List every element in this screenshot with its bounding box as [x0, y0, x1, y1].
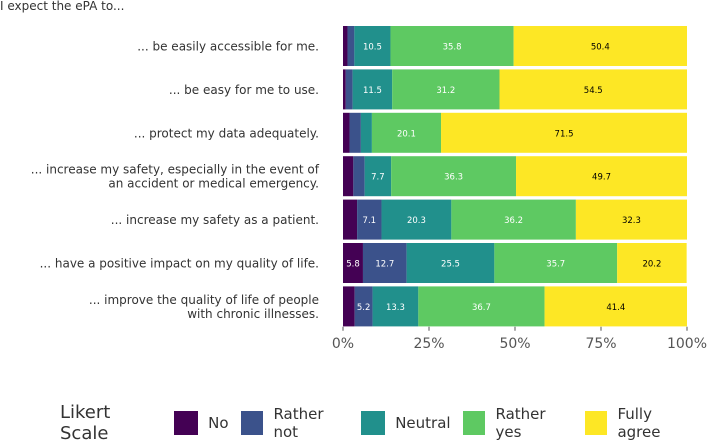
- x-tick-label: 100%: [667, 336, 707, 352]
- data-label: 7.1: [363, 216, 377, 226]
- category-label: ... have a positive impact on my quality…: [40, 257, 319, 271]
- bar-4-neutral: [364, 156, 392, 197]
- bar-4-fully-agree: [516, 156, 687, 197]
- bar-7-fully-agree: [544, 286, 687, 327]
- category-label: with chronic illnesses.: [187, 307, 319, 321]
- bar-7-rather-not: [354, 286, 373, 327]
- category-label: ... protect my data adequately.: [134, 126, 319, 140]
- data-label: 35.7: [546, 260, 565, 270]
- bar-5-fully-agree: [575, 199, 687, 240]
- x-tick-label: 75%: [585, 336, 616, 352]
- data-label: 31.2: [436, 86, 455, 96]
- data-label: 13.3: [386, 303, 405, 313]
- data-label: 5.2: [357, 303, 371, 313]
- legend-label-rather-not: Rather not: [273, 405, 324, 441]
- data-label: 20.1: [397, 129, 416, 139]
- category-label: ... increase my safety, especially in th…: [31, 163, 320, 177]
- bar-6-neutral: [406, 243, 495, 283]
- legend-swatch-rather-not: [240, 411, 264, 435]
- data-label: 10.5: [363, 43, 382, 53]
- bar-6-rather-not: [362, 243, 407, 283]
- bar-5-no: [343, 199, 358, 240]
- data-label: 54.5: [584, 86, 603, 96]
- chart-caption: I expect the ePA to...: [0, 0, 125, 13]
- bar-6-rather-yes: [494, 243, 618, 283]
- bar-7-no: [343, 286, 355, 327]
- bar-5-rather-yes: [451, 199, 576, 240]
- bar-3-no: [343, 112, 350, 153]
- bar-3-rather-yes: [371, 112, 442, 153]
- data-label: 41.4: [606, 303, 625, 313]
- legend: Likert Scale No Rather not Neutral Rathe…: [60, 402, 708, 444]
- legend-item-no: No: [174, 411, 229, 435]
- legend-item-fully-agree: Fully agree: [584, 405, 696, 441]
- bar-3-rather-not: [349, 112, 361, 153]
- bar-4-no: [343, 156, 354, 197]
- category-label: ... increase my safety as a patient.: [111, 213, 319, 227]
- bar-2-rather-yes: [392, 69, 500, 110]
- data-label: 5.8: [346, 260, 360, 270]
- bar-2-neutral: [352, 69, 393, 110]
- bar-1-rather-yes: [390, 26, 514, 66]
- bar-5-rather-not: [357, 199, 382, 240]
- bar-1-no: [343, 26, 348, 66]
- bar-7-rather-yes: [418, 286, 545, 327]
- legend-label-rather-yes: Rather yes: [495, 405, 546, 441]
- bar-7-neutral: [372, 286, 419, 327]
- legend-swatch-no: [174, 411, 199, 435]
- data-label: 49.7: [592, 173, 611, 183]
- legend-title: Likert Scale: [60, 402, 111, 444]
- bar-1-rather-not: [347, 26, 355, 66]
- x-tick-label: 50%: [499, 336, 530, 352]
- stacked-bar-chart: 10.5 35.8 50.4 ... be easily accessible for…: [31, 26, 707, 352]
- data-label: 20.3: [407, 216, 426, 226]
- legend-item-rather-yes: Rather yes: [462, 405, 573, 441]
- data-label: 11.5: [363, 86, 382, 96]
- bar-2-fully-agree: [499, 69, 687, 110]
- data-label: 36.3: [444, 173, 463, 183]
- data-label: 25.5: [441, 260, 460, 270]
- legend-label-fully-agree: Fully agree: [617, 405, 661, 441]
- legend-label-neutral: Neutral: [395, 414, 451, 432]
- x-tick-label: 0%: [332, 336, 354, 352]
- legend-item-rather-not: Rather not: [240, 405, 350, 441]
- x-tick-label: 25%: [413, 336, 444, 352]
- data-label: 32.3: [622, 216, 641, 226]
- data-label: 35.8: [443, 43, 462, 53]
- data-label: 7.7: [371, 173, 385, 183]
- legend-swatch-neutral: [361, 411, 386, 435]
- bar-3-neutral: [360, 112, 372, 153]
- bar-1-fully-agree: [513, 26, 687, 66]
- bar-4-rather-yes: [391, 156, 517, 197]
- category-label: ... be easy for me to use.: [169, 83, 319, 97]
- data-label: 36.2: [504, 216, 523, 226]
- category-label: ... improve the quality of life of peopl…: [89, 293, 319, 307]
- legend-swatch-rather-yes: [462, 411, 486, 435]
- bar-3-fully-agree: [441, 112, 687, 153]
- bar-2-rather-not: [345, 69, 353, 110]
- data-label: 71.5: [555, 129, 574, 139]
- data-label: 20.2: [642, 260, 661, 270]
- bar-6-fully-agree: [617, 243, 687, 283]
- bar-2-no: [343, 69, 346, 110]
- legend-label-no: No: [208, 414, 229, 432]
- category-label: ... be easily accessible for me.: [137, 40, 319, 54]
- legend-item-neutral: Neutral: [361, 411, 451, 435]
- legend-swatch-fully-agree: [584, 411, 608, 435]
- bar-6-no: [343, 243, 363, 283]
- category-label: an accident or medical emergency.: [108, 177, 319, 191]
- data-label: 12.7: [375, 260, 394, 270]
- data-label: 50.4: [591, 43, 610, 53]
- data-label: 36.7: [472, 303, 491, 313]
- bar-4-rather-not: [353, 156, 365, 197]
- bar-5-neutral: [381, 199, 452, 240]
- bar-1-neutral: [354, 26, 391, 66]
